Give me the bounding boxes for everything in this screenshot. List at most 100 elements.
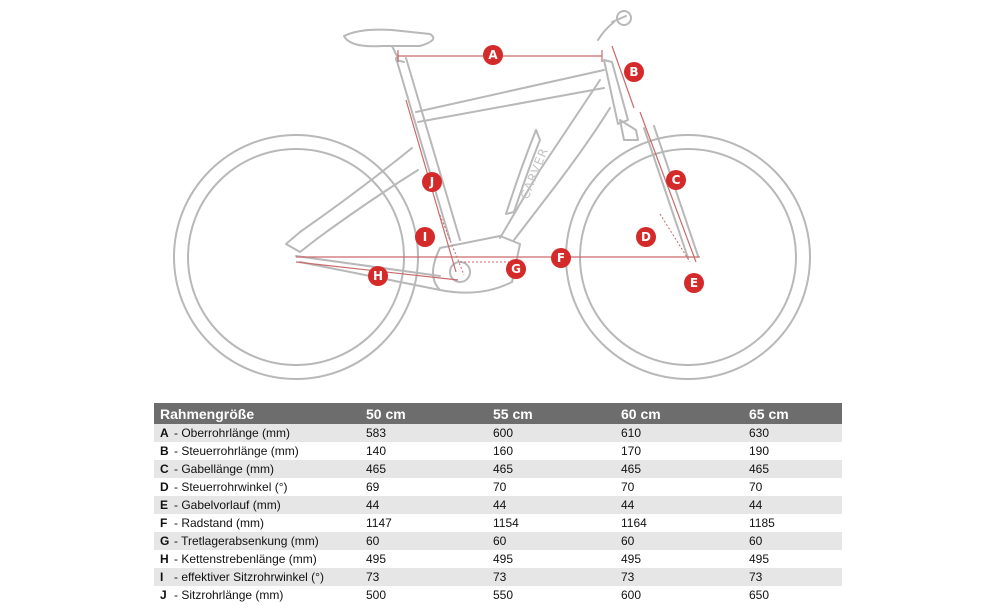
table-cell: 1164 (621, 514, 749, 532)
table-cell: 650 (749, 586, 842, 604)
table-cell: 465 (621, 460, 749, 478)
table-cell: 60 (621, 532, 749, 550)
measurement-lines (295, 45, 700, 281)
table-cell: 550 (493, 586, 621, 604)
table-row: H- Kettenstrebenlänge (mm) 495 495 495 495 (154, 550, 842, 568)
svg-text:F: F (557, 251, 565, 265)
row-name: - Sitzrohrlänge (mm) (174, 588, 284, 602)
table-cell: 44 (621, 496, 749, 514)
table-cell: 465 (366, 460, 493, 478)
bike-frame (285, 10, 699, 294)
row-letter: B (160, 444, 169, 458)
row-letter: H (160, 552, 169, 566)
row-label: C - Gabellänge (mm) (154, 460, 366, 478)
table-row: J - Sitzrohrlänge (mm) 500 550 600 650 (154, 586, 842, 604)
table-cell: 73 (749, 568, 842, 586)
table-cell: 495 (493, 550, 621, 568)
marker-h: H (368, 266, 388, 286)
table-row: E- Gabelvorlauf (mm) 44 44 44 44 (154, 496, 842, 514)
table-cell: 190 (749, 442, 842, 460)
svg-text:D: D (641, 230, 651, 244)
table-row: G- Tretlagerabsenkung (mm) 60 60 60 60 (154, 532, 842, 550)
column-header: 55 cm (493, 403, 621, 424)
row-name: - Kettenstrebenlänge (mm) (174, 552, 317, 566)
table-row: C- Gabellänge (mm) 465 465 465 465 (154, 460, 842, 478)
row-letter: E (160, 498, 169, 512)
row-letter: F (160, 516, 168, 530)
marker-f: F (551, 248, 571, 268)
table-cell: 73 (366, 568, 493, 586)
table-cell: 465 (749, 460, 842, 478)
table-cell: 70 (621, 478, 749, 496)
row-name: - Oberrohrlänge (mm) (174, 426, 291, 440)
marker-c: C (666, 170, 686, 190)
row-letter: A (160, 426, 169, 440)
row-letter: J (160, 588, 167, 602)
marker-g: G (506, 259, 526, 279)
motor (432, 235, 521, 294)
table-cell: 60 (493, 532, 621, 550)
fork (643, 125, 699, 259)
svg-text:A: A (488, 48, 498, 62)
table-cell: 44 (493, 496, 621, 514)
row-letter: D (160, 480, 169, 494)
top-tube (415, 69, 605, 123)
geometry-table: Rahmengröße 50 cm 55 cm 60 cm 65 cm A - O… (154, 403, 842, 604)
table-cell: 495 (366, 550, 493, 568)
column-header: 60 cm (621, 403, 749, 424)
column-header: 65 cm (749, 403, 842, 424)
table-cell: 500 (366, 586, 493, 604)
table-cell: 44 (749, 496, 842, 514)
table-cell: 70 (749, 478, 842, 496)
row-label: E - Gabelvorlauf (mm) (154, 496, 366, 514)
seat-tube (395, 57, 461, 241)
table-cell: 44 (366, 496, 493, 514)
table-cell: 600 (621, 586, 749, 604)
row-label: G - Tretlagerabsenkung (mm) (154, 532, 366, 550)
row-label: B - Steuerrohrlänge (mm) (154, 442, 366, 460)
row-name: - effektiver Sitzrohrwinkel (°) (174, 570, 324, 584)
brand-label: CARVER (518, 145, 551, 201)
table-cell: 170 (621, 442, 749, 460)
row-letter: C (160, 462, 169, 476)
table-cell: 160 (493, 442, 621, 460)
row-name: - Gabellänge (mm) (174, 462, 275, 476)
row-label: I - effektiver Sitzrohrwinkel (°) (154, 568, 366, 586)
column-header: 50 cm (366, 403, 493, 424)
table-cell: 495 (621, 550, 749, 568)
svg-text:I: I (423, 230, 427, 244)
row-name: - Steuerrohrlänge (mm) (174, 444, 299, 458)
table-cell: 70 (493, 478, 621, 496)
row-letter: I (160, 570, 164, 584)
marker-j: J (422, 172, 442, 192)
stem (597, 15, 627, 41)
table-row: D- Steuerrohrwinkel (°) 69 70 70 70 (154, 478, 842, 496)
row-name: - Steuerrohrwinkel (°) (174, 480, 288, 494)
table-row: I- effektiver Sitzrohrwinkel (°) 73 73 73 73 (154, 568, 842, 586)
svg-text:J: J (429, 175, 434, 189)
svg-text:G: G (511, 262, 521, 276)
svg-text:H: H (373, 269, 383, 283)
row-label: J - Sitzrohrlänge (mm) (154, 586, 366, 604)
down-tube (499, 79, 611, 241)
table-cell: 630 (749, 424, 842, 442)
bike-geometry-diagram: CARVER A B C D E F G H I J (173, 10, 811, 380)
head-tube (603, 59, 629, 125)
table-cell: 1185 (749, 514, 842, 532)
marker-a: A (483, 45, 503, 65)
row-name: - Radstand (mm) (174, 516, 265, 530)
table-cell: 73 (621, 568, 749, 586)
row-label: A - Oberrohrlänge (mm) (154, 424, 366, 442)
marker-i: I (415, 227, 435, 247)
handlebar (616, 10, 632, 26)
svg-text:C: C (672, 173, 681, 187)
table-cell: 60 (366, 532, 493, 550)
table-cell: 73 (493, 568, 621, 586)
marker-d: D (636, 227, 656, 247)
table-cell: 465 (493, 460, 621, 478)
svg-text:E: E (690, 276, 698, 290)
table-cell: 69 (366, 478, 493, 496)
table-cell: 60 (749, 532, 842, 550)
marker-e: E (684, 273, 704, 293)
table-header-row: Rahmengröße 50 cm 55 cm 60 cm 65 cm (154, 403, 842, 424)
